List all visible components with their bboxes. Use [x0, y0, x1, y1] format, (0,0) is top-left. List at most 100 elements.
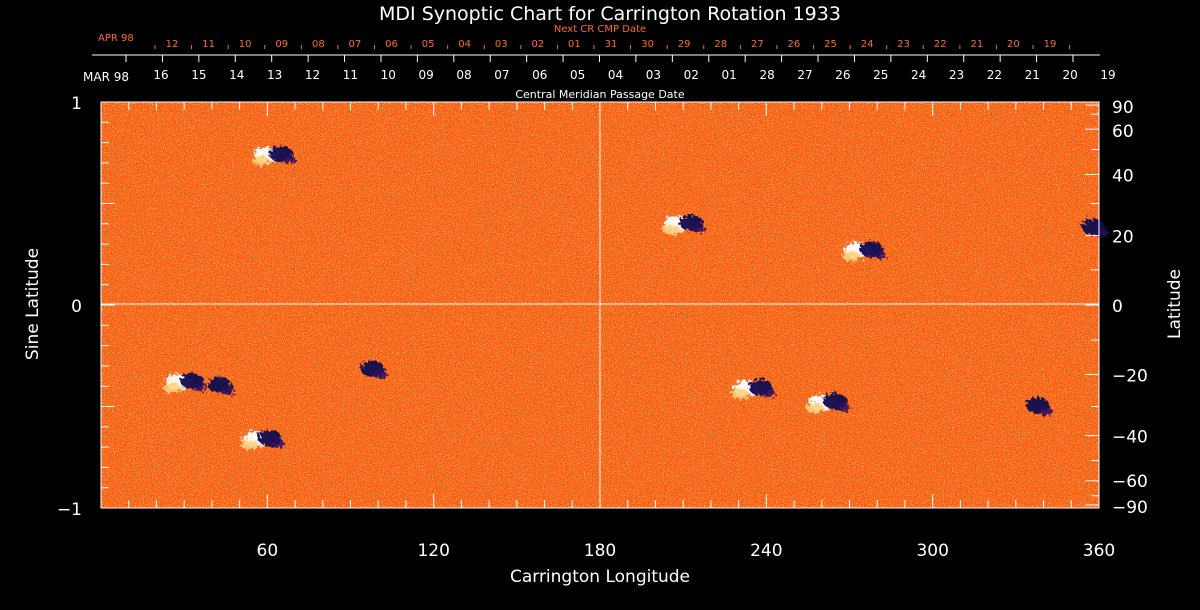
top-date-label: 03 [646, 68, 661, 82]
x-axis: 60 120 180 240 300 360 [100, 102, 1115, 561]
y-tick-label-left: −1 [57, 500, 82, 520]
next-cr-date-label: 09 [275, 39, 288, 50]
next-cr-date-label: 05 [422, 39, 435, 50]
negative-polarity-patch [270, 439, 285, 448]
top-date-label: 09 [419, 68, 434, 82]
next-cr-date-label: 31 [605, 39, 618, 50]
top-date-label: 16 [153, 68, 168, 82]
next-cr-date-label: 07 [349, 39, 362, 50]
top-date-axis [92, 54, 1100, 62]
positive-polarity-patch [163, 383, 182, 394]
top-date-label: 14 [229, 68, 244, 82]
x-tick-label: 120 [417, 541, 449, 561]
top-date-labels: 16 15 14 13 12 11 10 09 08 07 06 05 04 03 02 01 28 27 26 25… [153, 68, 1115, 82]
negative-polarity-patch [761, 389, 776, 398]
y-tick-label-right: 20 [1112, 228, 1134, 248]
y-tick-label-right: 0 [1112, 297, 1123, 317]
x-tick-label: 240 [750, 541, 782, 561]
y-tick-label-left: 1 [71, 94, 82, 114]
top-date-label: 19 [1100, 68, 1115, 82]
top-date-label: 10 [381, 68, 396, 82]
active-regions [163, 145, 1109, 450]
top-date-label: 25 [873, 68, 888, 82]
y-axis-right: 90 60 40 20 0 −20 −40 −60 −90 [1085, 98, 1148, 518]
active-region [1025, 397, 1053, 416]
y-axis-label-right: Latitude [1165, 269, 1185, 339]
positive-polarity-patch [842, 251, 861, 262]
top-date-label: 26 [835, 68, 850, 82]
negative-polarity-patch [872, 251, 887, 260]
active-region [731, 379, 776, 400]
next-cr-date-label: 03 [495, 39, 508, 50]
next-cr-date-label: 28 [714, 39, 727, 50]
next-cr-month-label: APR 98 [98, 33, 134, 44]
negative-polarity-patch [1038, 407, 1053, 416]
negative-polarity-patch [281, 155, 296, 164]
next-cr-date-label: 29 [678, 39, 691, 50]
negative-polarity-patch [220, 387, 235, 396]
y-tick-label-right: −90 [1112, 498, 1148, 518]
y-tick-label-right: 90 [1112, 98, 1134, 118]
x-axis-label: Carrington Longitude [510, 567, 690, 587]
active-region [240, 429, 285, 450]
next-cr-date-label: 22 [934, 39, 947, 50]
top-date-label: 24 [911, 68, 926, 82]
next-cr-date-label: 25 [824, 39, 837, 50]
negative-polarity-patch [1094, 228, 1109, 237]
negative-polarity-patch [836, 403, 851, 412]
top-date-label: 07 [494, 68, 509, 82]
top-date-label: 04 [608, 68, 623, 82]
top-date-label: 20 [1062, 68, 1077, 82]
top-date-label: 13 [267, 68, 282, 82]
top-date-label: 08 [456, 68, 471, 82]
next-cr-date-label: 04 [458, 39, 471, 50]
negative-polarity-patch [373, 370, 388, 379]
y-axis-label-left: Sine Latitude [23, 248, 43, 360]
top-date-label: 23 [949, 68, 964, 82]
top-date-label: 02 [684, 68, 699, 82]
next-cr-date-label: 06 [385, 39, 398, 50]
next-cr-date-label: 23 [897, 39, 910, 50]
next-cr-date-label: 24 [861, 39, 874, 50]
next-cr-date-label: 10 [239, 39, 252, 50]
top-axis-title: Central Meridian Passage Date [515, 88, 684, 101]
top-date-label: 21 [1025, 68, 1040, 82]
active-region [251, 145, 296, 166]
top-date-label: 01 [722, 68, 737, 82]
next-cr-date-label: 08 [312, 39, 325, 50]
top-axis-month-label: MAR 98 [83, 70, 129, 84]
next-cr-date-label: 11 [202, 39, 215, 50]
y-tick-label-left: 0 [71, 297, 82, 317]
x-tick-label: 300 [916, 541, 948, 561]
top-date-label: 15 [191, 68, 206, 82]
y-tick-label-right: −20 [1112, 366, 1148, 386]
top-date-label: 12 [305, 68, 320, 82]
y-axis-left: 1 0 −1 [57, 94, 115, 520]
y-tick-label-right: −40 [1112, 427, 1148, 447]
top-date-label: 22 [987, 68, 1002, 82]
positive-polarity-patch [662, 224, 681, 235]
positive-polarity-patch [240, 439, 259, 450]
next-cr-date-label: 21 [970, 39, 983, 50]
plot-area [101, 102, 1109, 508]
active-region [163, 373, 208, 394]
positive-polarity-patch [806, 403, 825, 414]
active-region [207, 377, 235, 396]
top-date-label: 28 [759, 68, 774, 82]
x-tick-label: 60 [257, 541, 279, 561]
active-region [662, 214, 707, 235]
next-cr-date-label: 20 [1007, 39, 1020, 50]
active-region [360, 360, 388, 379]
next-cr-date-label: 02 [531, 39, 544, 50]
active-region [806, 393, 851, 414]
next-cr-date-label: 19 [1044, 39, 1057, 50]
chart-title: MDI Synoptic Chart for Carrington Rotati… [379, 3, 841, 25]
next-cr-date-label: 01 [568, 39, 581, 50]
next-cr-date-label: 12 [166, 39, 179, 50]
x-tick-label: 360 [1083, 541, 1115, 561]
next-cr-date-label: 26 [788, 39, 801, 50]
top-date-label: 27 [797, 68, 812, 82]
positive-polarity-patch [251, 155, 270, 166]
top-date-label: 06 [532, 68, 547, 82]
